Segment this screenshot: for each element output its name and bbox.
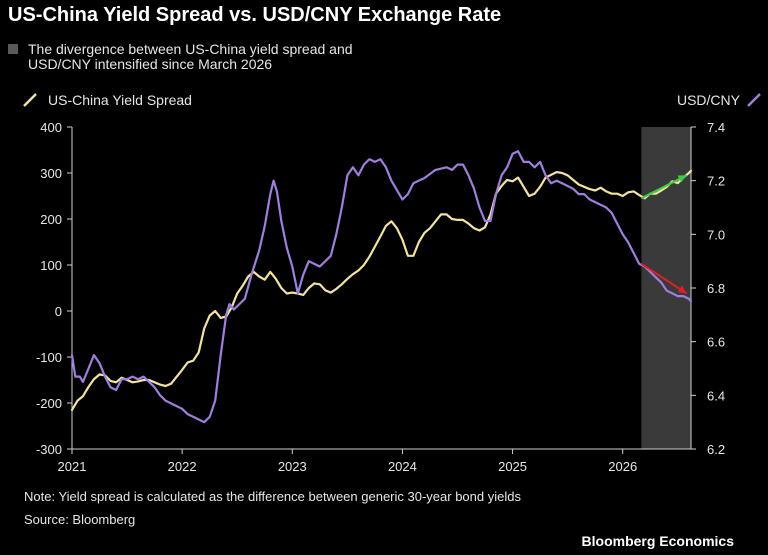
chart-note: Note: Yield spread is calculated as the …	[24, 489, 521, 504]
arrow-up-line	[640, 174, 688, 200]
y-right-tick-label: 6.4	[707, 388, 725, 403]
x-tick-label: 2022	[168, 459, 197, 474]
y-right-tick-label: 6.2	[707, 442, 725, 457]
legend-spread-label: US-China Yield Spread	[48, 92, 192, 108]
legend-usdcny: USD/CNY	[676, 92, 761, 108]
y-left-tick-label: 0	[55, 304, 62, 319]
y-left-tick-label: -300	[36, 442, 62, 457]
x-tick-label: 2021	[58, 459, 87, 474]
chart-source: Source: Bloomberg	[24, 512, 136, 527]
y-left-tick-label: 300	[40, 166, 62, 181]
y-left-tick-label: 200	[40, 212, 62, 227]
x-tick-label: 2023	[278, 459, 307, 474]
legend-shaded-region: The divergence between US-China yield sp…	[8, 41, 368, 72]
legend-spread: US-China Yield Spread	[23, 92, 192, 108]
y-left-tick-label: 100	[40, 258, 62, 273]
arrow-down-line	[640, 263, 688, 295]
spread-swatch-icon	[23, 93, 37, 107]
series-line-yield-spread	[70, 169, 693, 411]
y-left-tick-label: -200	[36, 396, 62, 411]
x-tick-label: 2025	[498, 459, 527, 474]
brand-label: Bloomberg Economics	[581, 533, 734, 549]
shade-swatch	[8, 44, 18, 54]
x-tick-label: 2024	[388, 459, 417, 474]
usdcny-swatch-icon	[747, 93, 761, 107]
arrow-up-head-icon	[677, 175, 687, 183]
x-tick-label: 2026	[608, 459, 637, 474]
y-right-tick-label: 6.8	[707, 281, 725, 296]
y-right-tick-label: 6.6	[707, 335, 725, 350]
series-line-usdcny	[70, 150, 693, 424]
arrow-down-head-icon	[677, 285, 687, 294]
legend-usdcny-label: USD/CNY	[676, 92, 740, 108]
y-left-tick-label: 400	[40, 120, 62, 135]
y-right-tick-label: 7.2	[707, 174, 725, 189]
legend-shade-label: The divergence between US-China yield sp…	[28, 41, 353, 72]
y-right-tick-label: 7.0	[707, 227, 725, 242]
chart-title: US-China Yield Spread vs. USD/CNY Exchan…	[8, 4, 502, 26]
y-left-tick-label: -100	[36, 350, 62, 365]
y-right-tick-label: 7.4	[707, 120, 725, 135]
